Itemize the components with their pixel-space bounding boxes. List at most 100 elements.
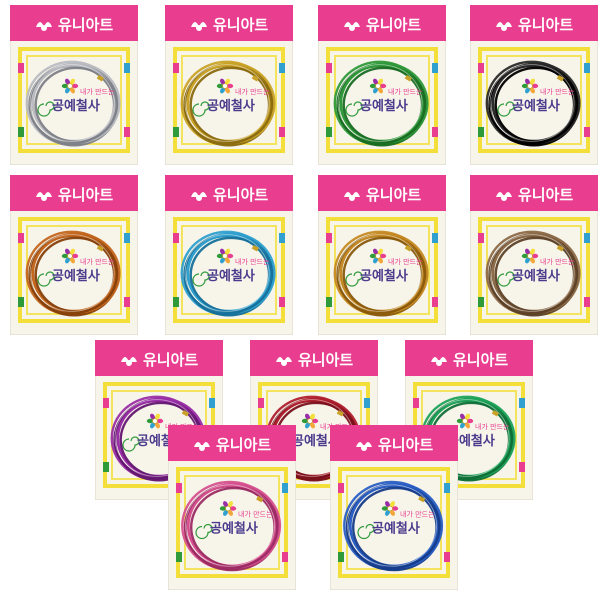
brand-logo-icon [344,192,360,201]
brand-header [330,425,458,461]
label-small: 내가 만드는 [388,257,423,266]
spiral-icon [345,101,363,117]
brand-logo-icon [191,22,207,31]
label-small: 내가 만드는 [235,87,270,96]
label-big: 공예철사 [292,433,340,449]
brand-name: 유니아트 [366,16,421,34]
brand-name: 유니아트 [58,16,113,34]
spiral-icon [497,271,515,287]
wire-coil [181,480,282,572]
label-small: 내가 만드는 [80,87,115,96]
spiral-icon [37,101,55,117]
flower-icon [219,501,237,516]
flower-icon [369,78,387,94]
label-big: 공예철사 [210,521,258,537]
flower-icon [61,248,79,264]
brand-name: 유니아트 [298,351,353,369]
brand-header [470,175,598,211]
brand-name: 유니아트 [213,16,268,34]
brand-header [10,5,138,41]
label-small: 내가 만드는 [475,422,510,431]
brand-header [318,5,446,41]
wire-coil [180,230,276,317]
label-big: 공예철사 [512,268,560,284]
label-small: 내가 만드는 [235,257,270,266]
label-small: 내가 만드는 [388,87,423,96]
wire-coil [180,60,276,147]
flower-icon [369,248,387,264]
brand-logo-icon [276,357,292,366]
label-small: 내가 만드는 [238,510,273,519]
wire-coil [25,230,121,317]
flower-icon [146,413,164,429]
brand-name: 유니아트 [453,351,508,369]
label-big: 공예철사 [52,268,100,284]
brand-name: 유니아트 [518,186,573,204]
brand-logo-icon [191,192,207,201]
brand-name: 유니아트 [216,436,271,454]
label-small: 내가 만드는 [400,510,435,519]
brand-header [165,175,293,211]
label-small: 내가 만드는 [80,257,115,266]
label-big: 공예철사 [52,98,100,114]
label-small: 내가 만드는 [540,257,575,266]
label-big: 공예철사 [360,98,408,114]
flower-icon [216,78,234,94]
spiral-icon [195,523,213,540]
brand-header [405,340,533,376]
brand-name: 유니아트 [378,436,433,454]
brand-logo-icon [356,442,372,451]
label-small: 내가 만드는 [540,87,575,96]
brand-name: 유니아트 [213,186,268,204]
wire-coil [25,60,121,147]
wire-coil [485,230,581,317]
brand-header [95,340,223,376]
flower-icon [456,413,474,429]
spiral-icon [37,271,55,287]
label-big: 공예철사 [207,98,255,114]
spiral-icon [122,436,140,452]
brand-header [10,175,138,211]
spiral-icon [345,271,363,287]
spiral-icon [192,101,210,117]
label-big: 공예철사 [372,521,420,537]
flower-icon [61,78,79,94]
brand-name: 유니아트 [366,186,421,204]
brand-logo-icon [121,357,137,366]
spiral-icon [357,523,375,540]
brand-header [318,175,446,211]
brand-name: 유니아트 [143,351,198,369]
spiral-icon [497,101,515,117]
flower-icon [521,248,539,264]
brand-header [165,5,293,41]
flower-icon [381,501,399,516]
flower-icon [521,78,539,94]
wire-coil [343,480,444,572]
